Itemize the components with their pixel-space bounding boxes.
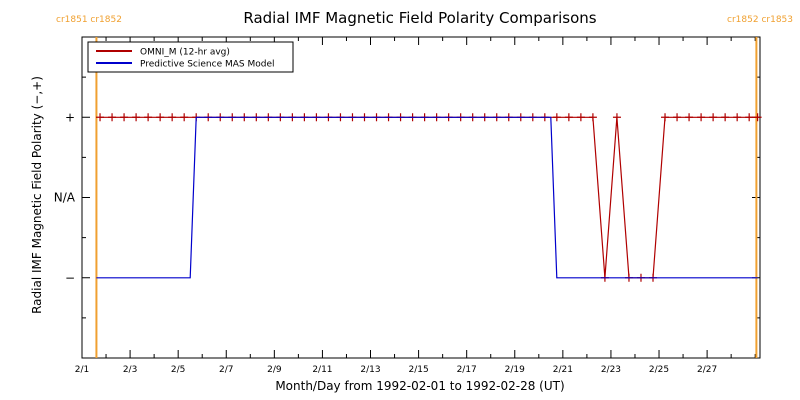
data-point [753,113,762,122]
x-tick-label: 2/1 [75,365,89,375]
x-tick-label: 2/3 [123,365,137,375]
data-point [709,113,718,122]
y-tick-label: + [65,110,75,124]
x-tick-label: 2/7 [219,365,233,375]
data-point [661,113,670,122]
data-point [673,113,682,122]
data-point [168,113,177,122]
plot-frame [81,36,761,359]
x-tick-label: 2/9 [267,365,282,375]
data-point [120,113,129,122]
data-point [156,113,165,122]
data-point [552,113,561,122]
x-axis-label: Month/Day from 1992-02-01 to 1992-02-28 … [275,379,564,393]
data-point [612,113,621,122]
x-tick-label: 2/27 [697,365,717,375]
data-point [576,113,585,122]
series-line-0 [100,116,758,279]
chart-title: Radial IMF Magnetic Field Polarity Compa… [243,9,596,27]
data-point [588,113,597,122]
x-tick-label: 2/17 [457,365,477,375]
y-axis-label: Radial IMF Magnetic Field Polarity (−,+) [30,76,44,314]
data-point [745,113,754,122]
data-point [180,113,189,122]
x-tick-label: 2/19 [505,365,525,375]
x-tick-label: 2/21 [553,365,573,375]
data-point [697,113,706,122]
data-point [564,113,573,122]
data-point [144,113,153,122]
x-tick-label: 2/5 [171,365,185,375]
legend-label: Predictive Science MAS Model [140,60,275,70]
data-point [132,113,141,122]
legend-box [87,41,294,73]
data-point [96,113,105,122]
data-point [721,113,730,122]
x-tick-label: 2/11 [312,365,332,375]
plot-area: + N/A − 2/1 2/3 2/5 2/7 2/9 2/11 2/13 2/15 2/17 2/19… [54,36,762,375]
carrington-label-right: cr1852 cr1853 [727,15,793,25]
y-tick-label: N/A [54,191,76,205]
series-line-1 [96,116,758,279]
data-point [733,113,742,122]
x-tick-label: 2/13 [360,365,380,375]
x-tick-label: 2/25 [649,365,669,375]
legend: OMNI_M (12-hr avg) Predictive Science MAS… [87,41,294,73]
carrington-label-left: cr1851 cr1852 [56,15,122,25]
y-tick-label: − [65,271,75,285]
x-tick-label: 2/23 [601,365,621,375]
legend-label: OMNI_M (12-hr avg) [140,48,230,58]
x-tick-label: 2/15 [408,365,428,375]
data-point [108,113,117,122]
data-point [685,113,694,122]
